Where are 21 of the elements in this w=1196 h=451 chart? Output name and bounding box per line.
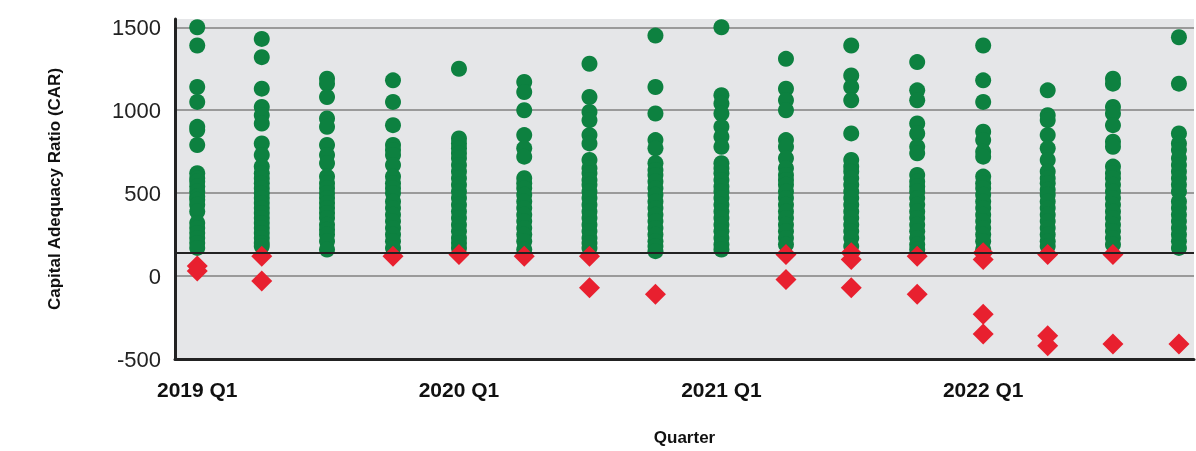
point	[1168, 333, 1190, 355]
y-axis-title: Capital Adequacy Ratio (CAR)	[45, 67, 64, 311]
point	[775, 268, 797, 290]
point	[906, 283, 928, 305]
x-tick-label: 2020 Q1	[418, 378, 500, 401]
y-tick-label: 1500	[112, 14, 161, 40]
x-tick-label: 2022 Q1	[942, 378, 1024, 401]
x-tick-label: 2019 Q1	[156, 378, 238, 401]
point	[251, 270, 273, 292]
y-tick-label: 0	[148, 263, 161, 289]
point	[972, 323, 994, 345]
x-axis-title: Quarter	[653, 428, 716, 447]
point	[1102, 333, 1124, 355]
point	[578, 277, 600, 299]
y-tick-label: 1000	[112, 97, 161, 123]
y-tick-label: -500	[116, 346, 161, 372]
point	[644, 283, 666, 305]
point	[840, 277, 862, 299]
y-tick-label: 500	[124, 180, 161, 206]
point	[972, 303, 994, 325]
x-tick-label: 2021 Q1	[681, 378, 763, 401]
